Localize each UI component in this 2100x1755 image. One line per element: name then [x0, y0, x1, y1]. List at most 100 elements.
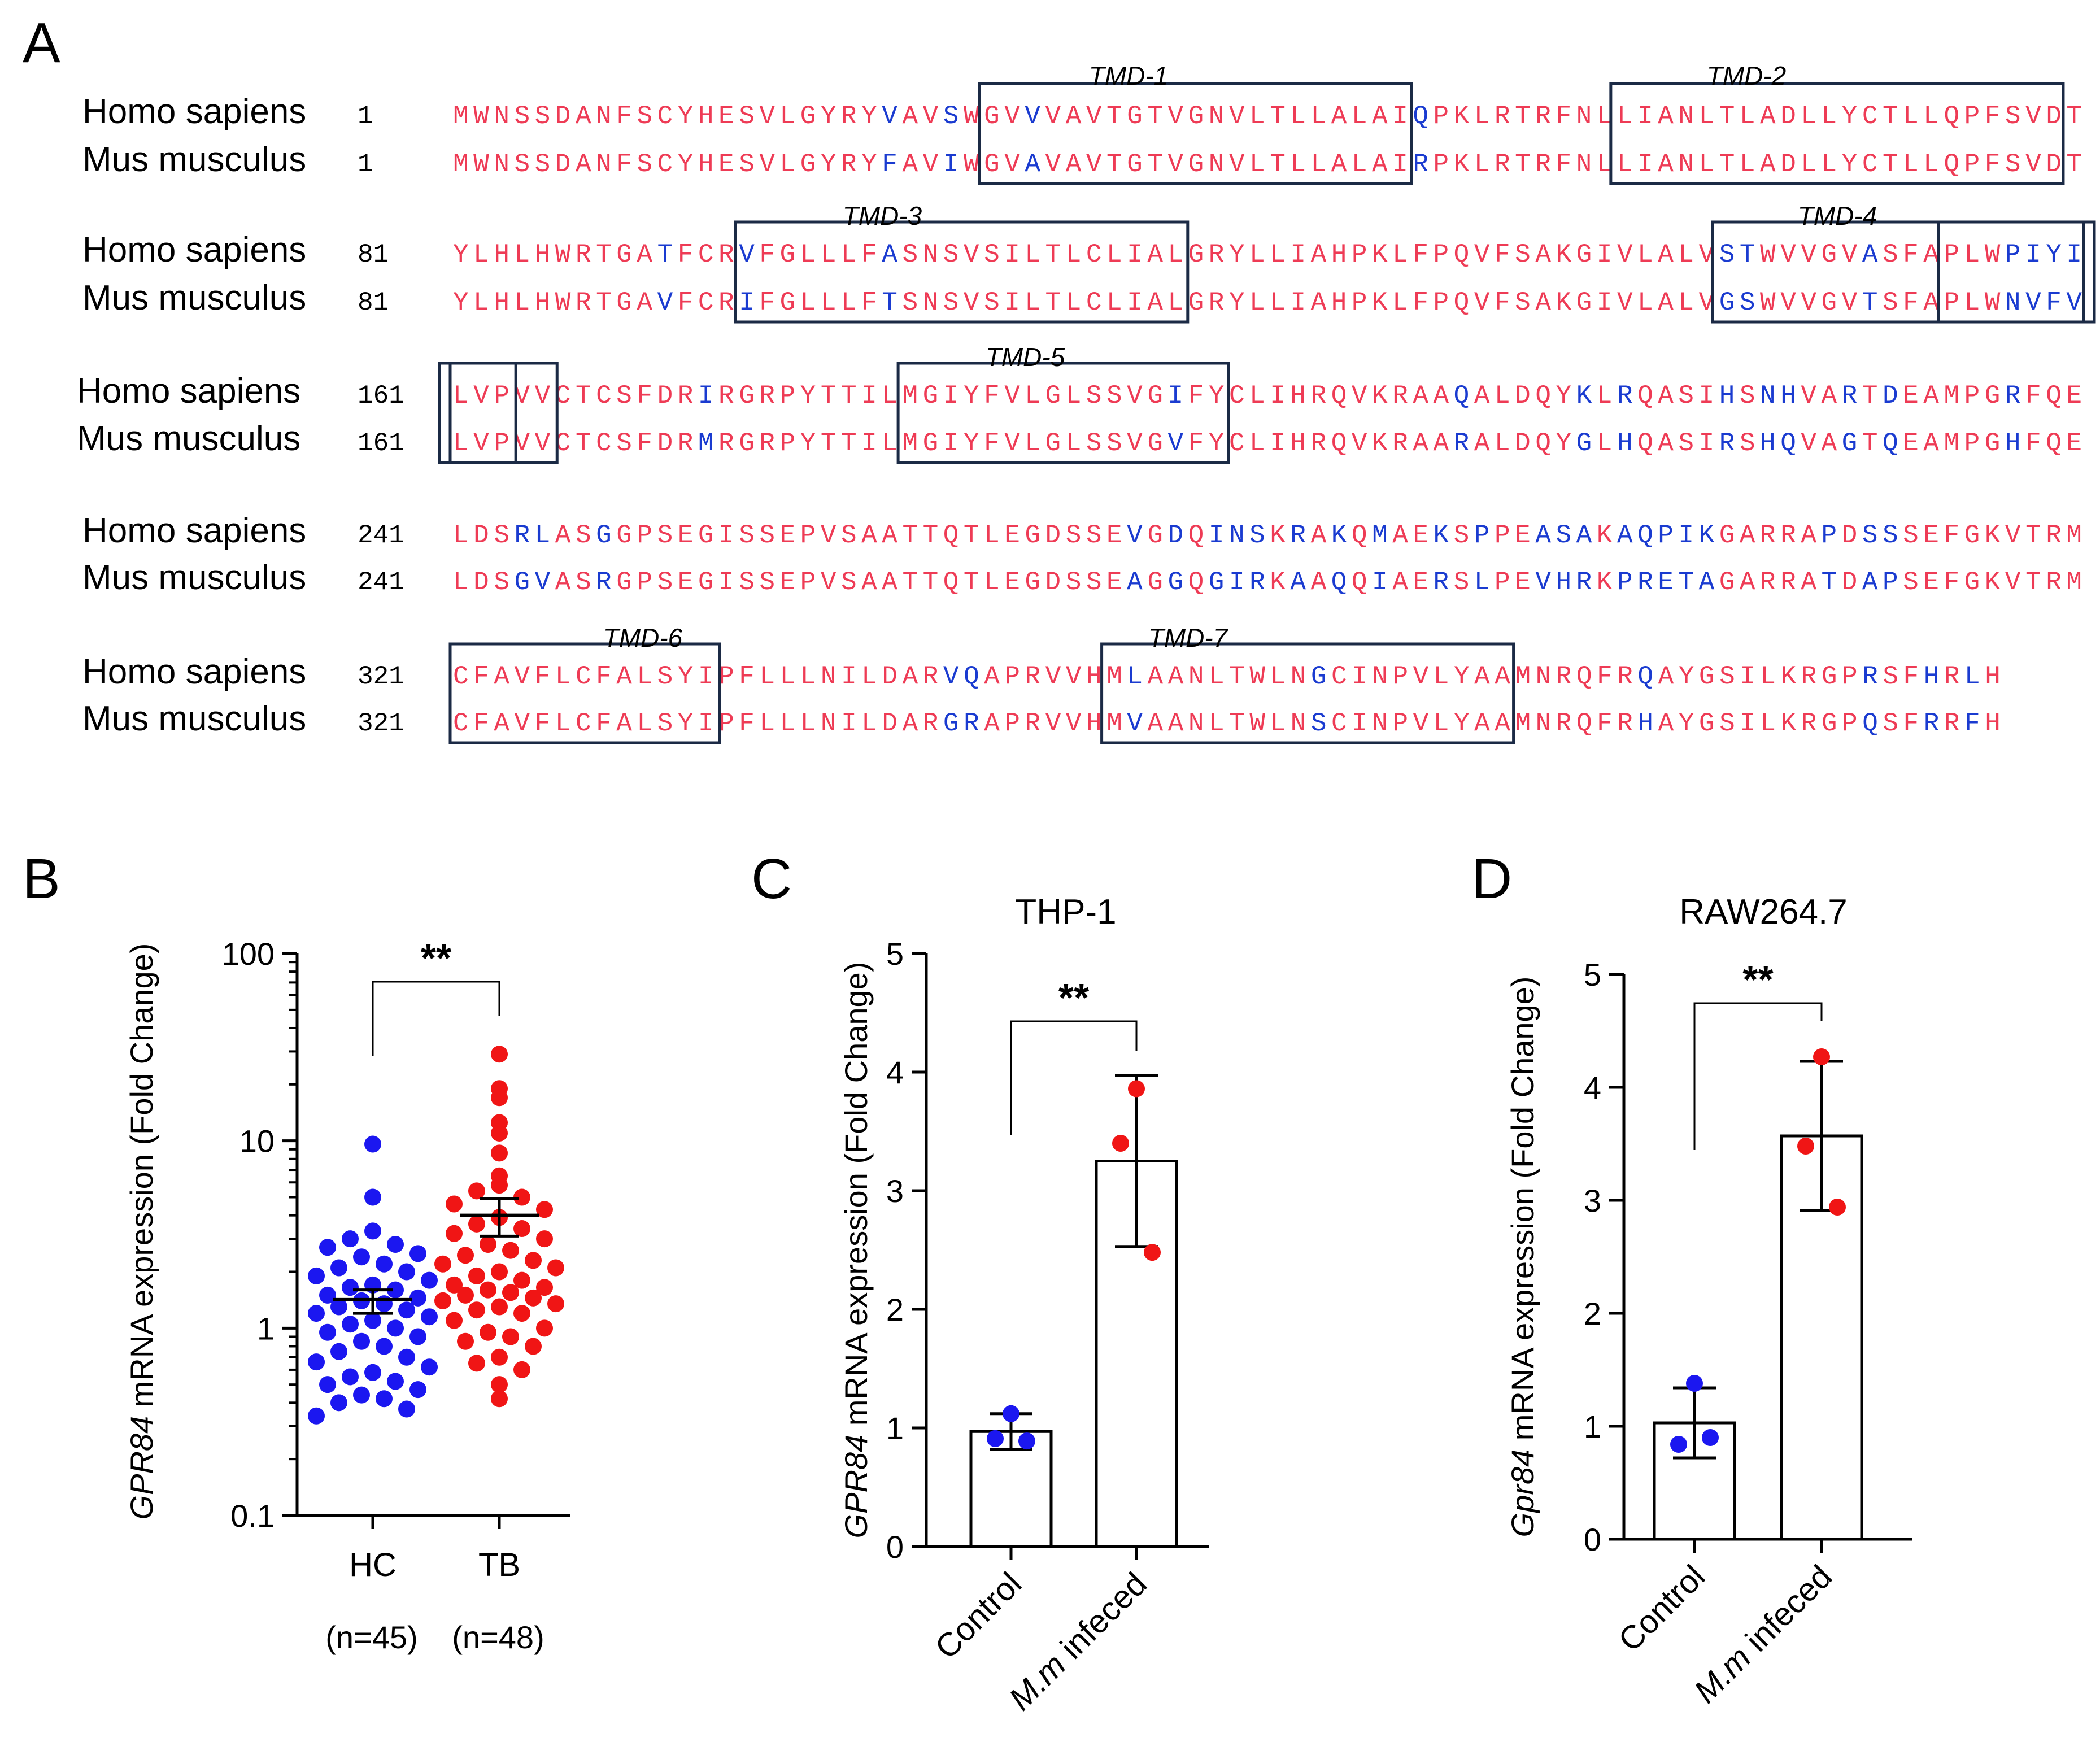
panel-b-chart: B 0.1 1 10 100 GPR84 mRNA expression (Fold Ch… [23, 847, 570, 1655]
residue: G [616, 240, 632, 269]
residue: I [1127, 240, 1143, 269]
residue: S [1740, 429, 1755, 458]
residue: I [1597, 288, 1613, 317]
residue: C [1229, 429, 1245, 458]
residue: A [1658, 288, 1674, 317]
residue: F [616, 150, 632, 179]
residue: N [1188, 709, 1204, 738]
y-tick-label: 0.1 [230, 1498, 275, 1534]
residue: T [576, 381, 591, 411]
residue: C [1331, 662, 1347, 691]
residue: D [882, 662, 897, 691]
residue: D [1515, 381, 1531, 411]
residue: S [943, 102, 959, 131]
species-label-mouse: Mus musculus [82, 558, 306, 597]
residue: A [1658, 429, 1674, 458]
residue: Q [1454, 288, 1470, 317]
residue: I [1699, 381, 1715, 411]
residue: L [1740, 150, 1755, 179]
residue: L [1678, 240, 1694, 269]
residue: R [1495, 150, 1510, 179]
residue: R [1576, 568, 1592, 597]
residue: V [1229, 150, 1245, 179]
residue: G [1167, 568, 1183, 597]
residue: L [1311, 102, 1327, 131]
residue: R [1801, 662, 1817, 691]
residue: G [1147, 568, 1163, 597]
data-point-tb [547, 1295, 564, 1313]
residue: L [514, 240, 530, 269]
data-point-hc [342, 1368, 359, 1386]
residue: L [1495, 429, 1510, 458]
residue: G [1822, 709, 1837, 738]
tmd-box [1937, 220, 2096, 324]
residue: G [616, 521, 632, 550]
residue: V [759, 150, 775, 179]
residue: I [1290, 240, 1306, 269]
data-point-hc [353, 1248, 370, 1266]
residue: I [698, 381, 714, 411]
residue: V [964, 240, 979, 269]
residue: F [1556, 150, 1571, 179]
data-point-hc [387, 1236, 404, 1253]
residue: L [1270, 288, 1286, 317]
residue: T [1719, 150, 1735, 179]
residue: G [698, 568, 714, 597]
data-point-tb [468, 1215, 485, 1233]
seq-start-number: 241 [358, 568, 404, 597]
residue: Q [1637, 381, 1653, 411]
y-axis-label-gene: Gpr84 [1505, 1449, 1540, 1538]
residue: I [1004, 288, 1020, 317]
residue: V [2005, 568, 2021, 597]
data-point-hc [342, 1316, 359, 1333]
residue: A [1862, 240, 1878, 269]
residue: L [780, 662, 796, 691]
residue: A [1474, 381, 1490, 411]
data-point-tb [502, 1284, 519, 1301]
residue: H [1290, 381, 1306, 411]
residue: I [1392, 102, 1408, 131]
residue: S [1862, 521, 1878, 550]
residue: W [1760, 240, 1776, 269]
residue: L [1434, 709, 1449, 738]
y-axis-label-gene: GPR84 [838, 1435, 874, 1539]
residue: F [984, 381, 1000, 411]
data-point-hc [330, 1394, 347, 1412]
residue: L [821, 288, 836, 317]
residue: L [1025, 381, 1040, 411]
residue: R [1535, 102, 1551, 131]
data-point [1702, 1429, 1719, 1446]
residue: M [1106, 709, 1122, 738]
residue: S [1740, 288, 1755, 317]
residue: V [1004, 381, 1020, 411]
residue: H [1290, 429, 1306, 458]
residue: N [596, 102, 612, 131]
tmd-box [1609, 82, 2065, 185]
residue: A [1311, 568, 1327, 597]
residue: Q [964, 662, 979, 691]
residue: C [453, 662, 469, 691]
residue: R [718, 288, 734, 317]
residue: I [1209, 521, 1225, 550]
residue: G [1127, 150, 1143, 179]
residue: R [1944, 709, 1960, 738]
data-point-tb [446, 1276, 463, 1294]
residue: D [1780, 150, 1796, 179]
residue: K [1556, 240, 1571, 269]
residue: G [1576, 240, 1592, 269]
residue: C [576, 662, 591, 691]
significance-stars: ** [1058, 976, 1090, 1020]
residue: Q [1454, 381, 1470, 411]
residue: C [596, 429, 612, 458]
residue: F [882, 150, 897, 179]
residue: F [1597, 709, 1613, 738]
residue: V [923, 150, 939, 179]
residue: A [984, 662, 1000, 691]
residue: S [535, 150, 551, 179]
residue: K [1985, 521, 2001, 550]
residue: S [494, 568, 509, 597]
